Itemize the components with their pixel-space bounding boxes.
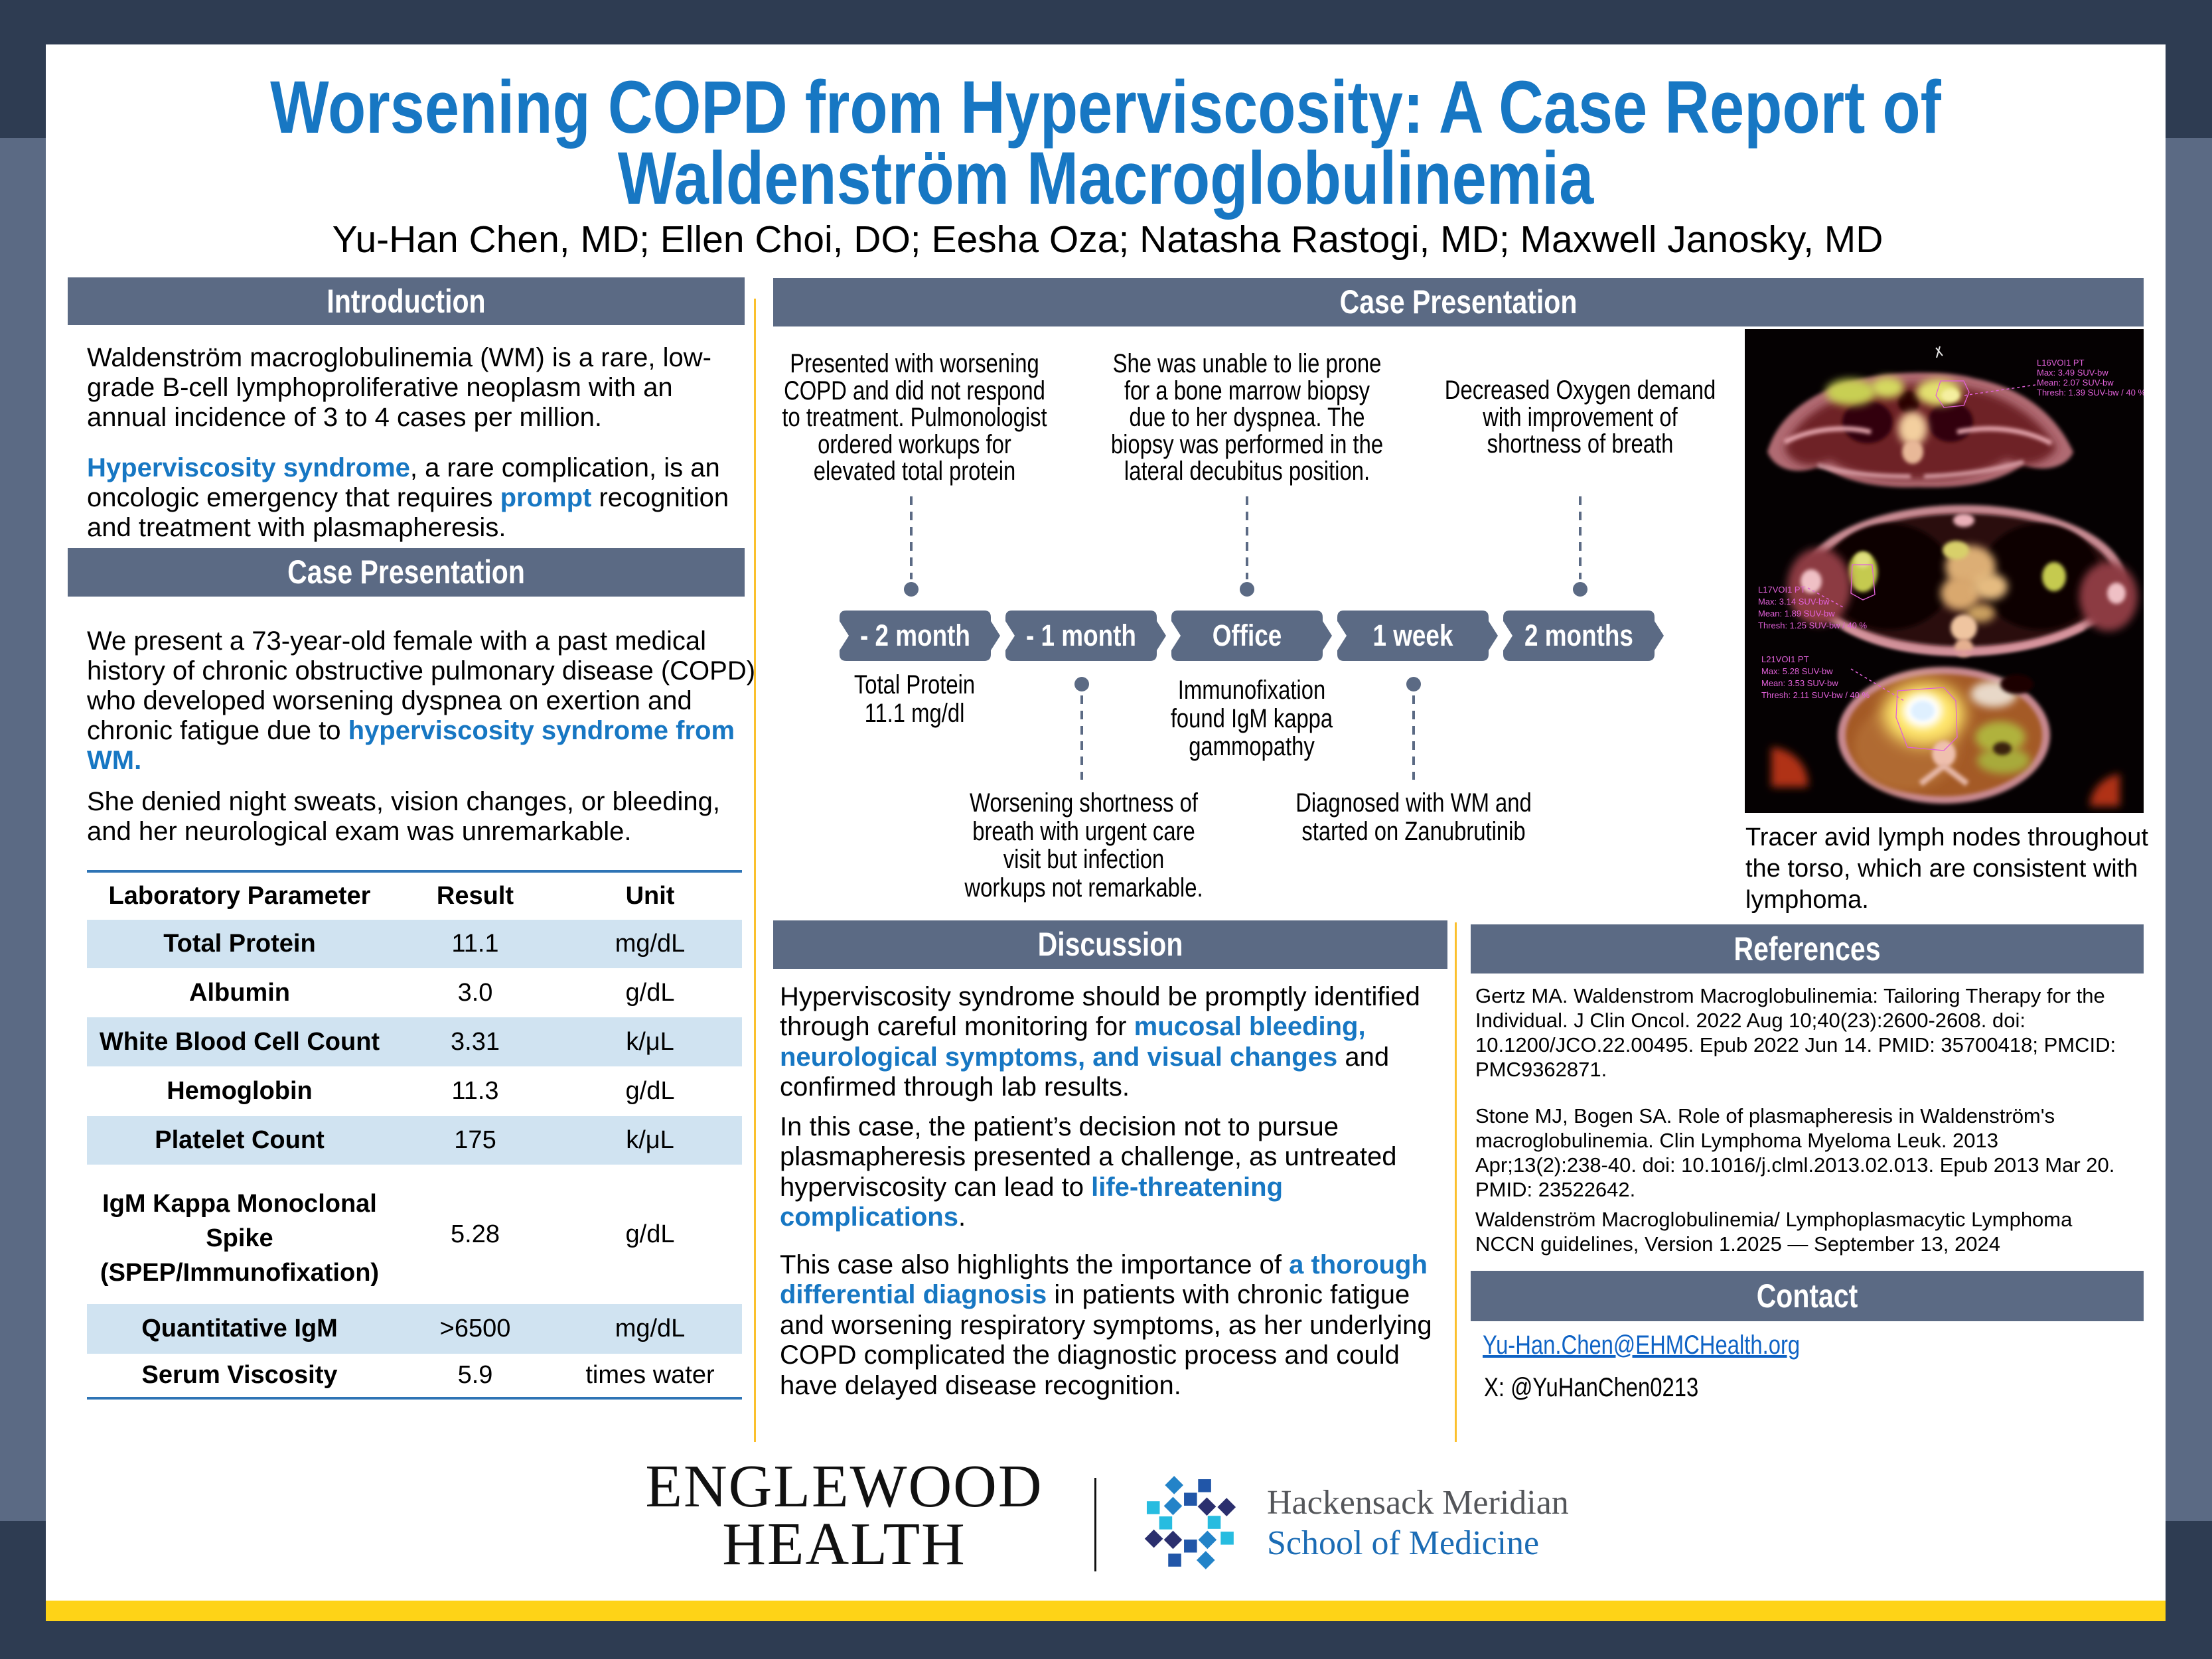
svg-text:Office: Office (1213, 619, 1282, 652)
svg-text:Mean: 1.89 SUV-bw: Mean: 1.89 SUV-bw (1758, 609, 1835, 618)
svg-text:Thresh: 1.25 SUV-bw / 40 %: Thresh: 1.25 SUV-bw / 40 % (1758, 620, 1867, 630)
svg-text:- 1 month: - 1 month (1026, 619, 1136, 652)
svg-text:L16VOI1 PT: L16VOI1 PT (2037, 358, 2085, 368)
svg-text:- 2 month: - 2 month (860, 619, 970, 652)
svg-text:Mean: 3.53 SUV-bw: Mean: 3.53 SUV-bw (1761, 678, 1838, 688)
svg-text:L17VOI1 PT: L17VOI1 PT (1758, 585, 1806, 595)
svg-text:Thresh: 1.39 SUV-bw / 40 %: Thresh: 1.39 SUV-bw / 40 % (2037, 388, 2144, 397)
svg-text:L21VOI1 PT: L21VOI1 PT (1761, 654, 1809, 664)
svg-text:Thresh: 2.11 SUV-bw / 40 %: Thresh: 2.11 SUV-bw / 40 % (1761, 690, 1870, 700)
svg-text:Mean: 2.07 SUV-bw: Mean: 2.07 SUV-bw (2037, 378, 2114, 388)
svg-text:1 week: 1 week (1372, 619, 1453, 652)
svg-text:Max: 3.49 SUV-bw: Max: 3.49 SUV-bw (2037, 368, 2108, 378)
svg-text:2 months: 2 months (1524, 619, 1633, 652)
svg-text:Max: 5.28 SUV-bw: Max: 5.28 SUV-bw (1761, 666, 1833, 676)
svg-text:Max: 3.14 SUV-bw: Max: 3.14 SUV-bw (1758, 597, 1830, 607)
